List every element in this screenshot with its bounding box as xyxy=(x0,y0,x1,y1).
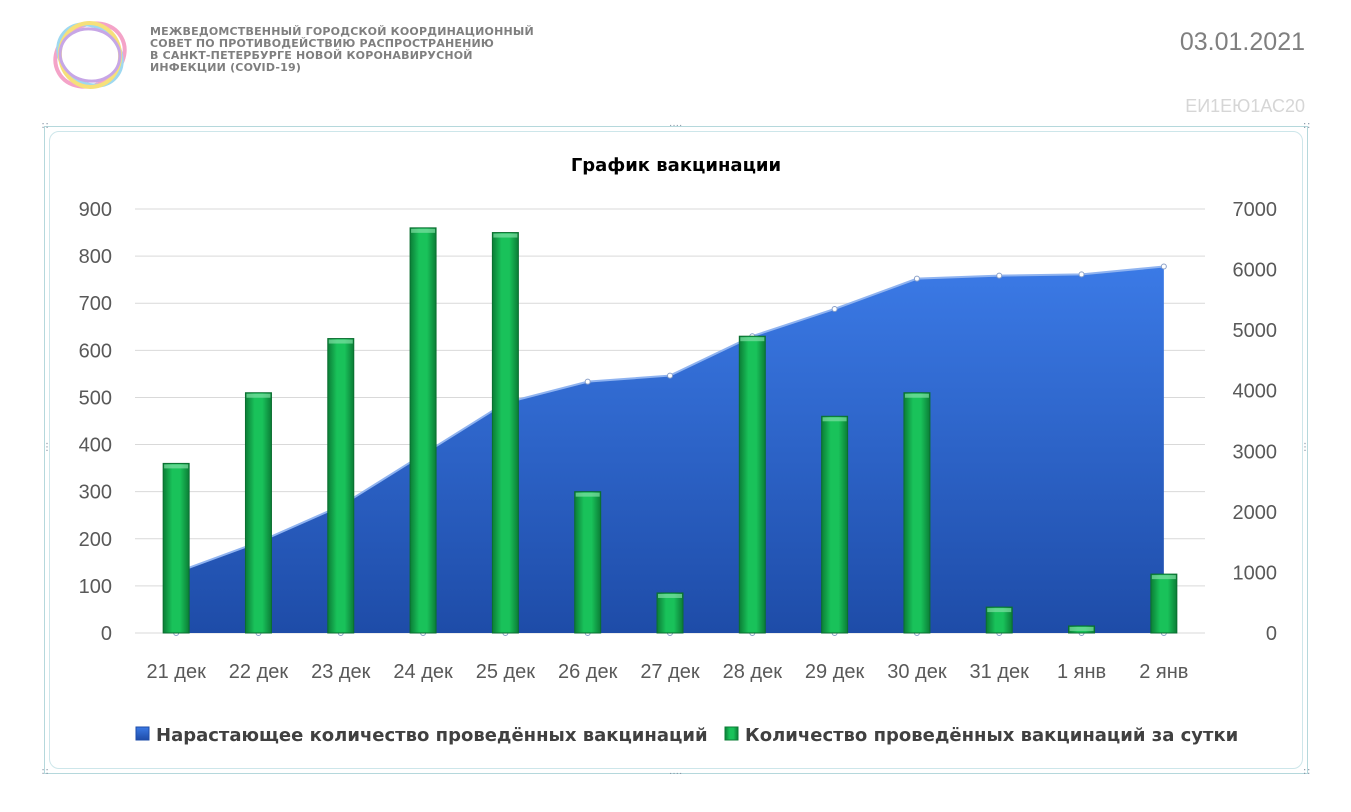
org-line-3: В САНКТ-ПЕТЕРБУРГЕ НОВОЙ КОРОНАВИРУСНОЙ xyxy=(150,49,473,62)
legend-swatch-daily xyxy=(724,726,739,741)
right-tick-label: 0 xyxy=(1266,623,1277,645)
org-line-1: МЕЖВЕДОМСТВЕННЫЙ ГОРОДСКОЙ КООРДИНАЦИОНН… xyxy=(150,25,534,38)
daily-bar xyxy=(1150,573,1178,634)
x-tick-label: 24 дек xyxy=(393,661,453,683)
legend: Нарастающее количество проведённых вакци… xyxy=(135,725,1238,746)
daily-bar-cap xyxy=(1069,626,1094,631)
daily-bar-cap xyxy=(493,233,518,238)
resize-handle-top-right[interactable]: ∷ xyxy=(1303,121,1310,132)
cumulative-area-fill xyxy=(176,266,1164,633)
daily-bar-cap xyxy=(904,393,929,398)
daily-bar xyxy=(656,592,684,634)
left-tick-label: 200 xyxy=(79,529,112,551)
x-tick-label: 23 дек xyxy=(311,661,371,683)
x-tick-label: 1 янв xyxy=(1057,661,1106,683)
cumulative-point xyxy=(584,378,591,385)
daily-bar-cap xyxy=(246,393,271,398)
daily-bar xyxy=(244,392,272,634)
report-date: 03.01.2021 xyxy=(1179,28,1305,56)
cumulative-point xyxy=(831,305,838,312)
daily-bar xyxy=(821,415,849,634)
x-tick-label: 25 дек xyxy=(476,661,536,683)
left-tick-label: 0 xyxy=(101,623,112,645)
daily-bar-cap xyxy=(575,492,600,497)
daily-bar xyxy=(903,392,931,634)
daily-bar-cap xyxy=(1151,575,1176,580)
cumulative-point xyxy=(996,272,1003,279)
x-tick-label: 30 дек xyxy=(887,661,947,683)
daily-bars xyxy=(162,227,1178,634)
left-axis: 0 100 200 300 400 500 600 700 800 900 xyxy=(79,199,112,645)
right-tick-label: 7000 xyxy=(1233,199,1278,221)
daily-bar-cap xyxy=(411,228,436,233)
right-tick-label: 4000 xyxy=(1233,381,1278,403)
daily-bar xyxy=(491,232,519,634)
cumulative-area xyxy=(173,263,1167,636)
daily-bar xyxy=(162,462,190,634)
legend-label-cumulative: Нарастающее количество проведённых вакци… xyxy=(156,725,708,746)
resize-handle-top[interactable]: ···· xyxy=(669,120,683,131)
x-tick-label: 22 дек xyxy=(229,661,289,683)
x-tick-label: 29 дек xyxy=(805,661,865,683)
daily-bar-cap xyxy=(658,593,682,598)
daily-bar xyxy=(574,491,602,634)
right-axis: 0 1000 2000 3000 4000 5000 6000 7000 xyxy=(1233,199,1278,645)
daily-bar-cap xyxy=(328,339,353,344)
x-tick-label: 31 дек xyxy=(970,661,1030,683)
resize-handle-top-left[interactable]: ∷ xyxy=(42,121,49,132)
x-tick-label: 26 дек xyxy=(558,661,618,683)
left-tick-label: 600 xyxy=(79,340,112,362)
x-tick-label: 27 дек xyxy=(640,661,700,683)
right-tick-label: 1000 xyxy=(1233,562,1278,584)
resize-handle-bottom[interactable]: ···· xyxy=(669,768,683,779)
cumulative-point xyxy=(667,372,673,379)
daily-bar-cap xyxy=(822,417,847,422)
council-logo xyxy=(53,21,127,89)
org-line-4: ИНФЕКЦИИ (COVID-19) xyxy=(150,61,302,74)
left-tick-label: 800 xyxy=(79,246,112,268)
legend-label-daily: Количество проведённых вакцинаций за сут… xyxy=(745,725,1238,746)
daily-bar xyxy=(409,227,437,634)
org-line-2: СОВЕТ ПО ПРОТИВОДЕЙСТВИЮ РАСПРОСТРАНЕНИЮ xyxy=(150,37,494,50)
resize-handle-bottom-left[interactable]: ∷ xyxy=(42,767,49,778)
chart-frame[interactable]: ···· ···· ∷ ∷ ∷ ∷ ⋮ ⋮ xyxy=(42,120,1310,779)
left-tick-label: 900 xyxy=(79,199,112,221)
x-tick-label: 21 дек xyxy=(146,661,206,683)
left-tick-label: 700 xyxy=(79,293,112,315)
right-tick-label: 3000 xyxy=(1233,441,1278,463)
cumulative-point xyxy=(913,275,920,282)
daily-bar xyxy=(327,338,355,634)
left-tick-label: 500 xyxy=(79,387,112,409)
left-tick-label: 400 xyxy=(79,435,112,457)
resize-handle-bottom-right[interactable]: ∷ xyxy=(1303,767,1310,778)
daily-bar-cap xyxy=(740,337,765,342)
x-tick-label: 28 дек xyxy=(723,661,783,683)
right-tick-label: 2000 xyxy=(1233,502,1278,524)
chart-plot-frame xyxy=(49,131,1303,769)
left-tick-label: 100 xyxy=(79,576,112,598)
x-axis: 21 дек 22 дек 23 дек 24 дек 25 дек 26 дек 27 д… xyxy=(146,661,1188,683)
document-code: ЕИ1ЕЮ1АС20 xyxy=(1185,96,1305,116)
resize-handle-right[interactable]: ⋮ xyxy=(1300,442,1310,453)
daily-bar-cap xyxy=(987,608,1012,613)
left-tick-label: 300 xyxy=(79,482,112,504)
cumulative-point xyxy=(1160,263,1167,270)
right-tick-label: 5000 xyxy=(1233,320,1278,342)
x-tick-label: 2 янв xyxy=(1139,661,1188,683)
daily-bar-cap xyxy=(164,464,189,469)
daily-bar xyxy=(738,335,766,634)
legend-swatch-cumulative xyxy=(135,726,150,741)
organization-name: МЕЖВЕДОМСТВЕННЫЙ ГОРОДСКОЙ КООРДИНАЦИОНН… xyxy=(150,26,534,74)
resize-handle-left[interactable]: ⋮ xyxy=(42,442,52,453)
chart-title: График вакцинации xyxy=(571,155,781,176)
right-tick-label: 6000 xyxy=(1233,260,1278,282)
cumulative-point xyxy=(1078,271,1085,278)
